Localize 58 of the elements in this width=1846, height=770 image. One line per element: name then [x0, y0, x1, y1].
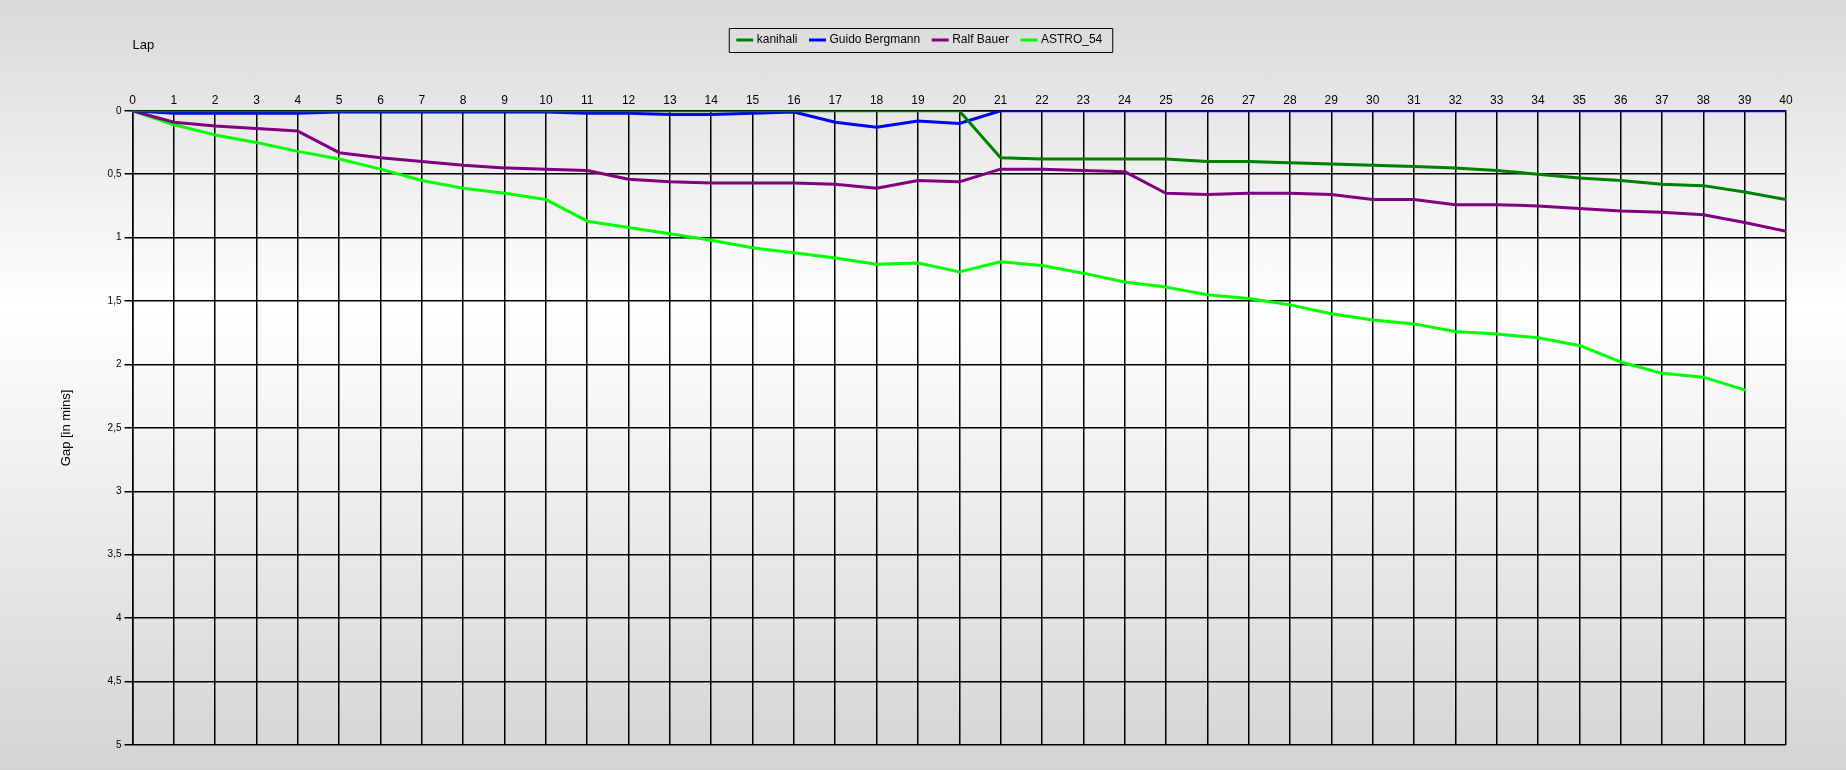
x-tick-label: 27 — [1241, 92, 1256, 107]
x-tick-label: 26 — [1200, 92, 1215, 107]
y-tick-label: 0 — [115, 104, 122, 116]
x-tick-label: 7 — [418, 92, 426, 107]
y-tick-label: 1,5 — [107, 294, 122, 306]
y-tick-label: 4 — [115, 611, 122, 623]
x-tick-label: 5 — [335, 92, 343, 107]
y-tick-label: 2,5 — [107, 421, 122, 433]
x-tick-label: 4 — [294, 92, 302, 107]
x-tick-label: 8 — [459, 92, 467, 107]
legend-label: ASTRO_54 — [1040, 32, 1103, 47]
x-tick-label: 20 — [952, 92, 967, 107]
x-tick-label: 19 — [911, 92, 925, 107]
x-tick-label: 22 — [1035, 92, 1049, 107]
y-tick-label: 1 — [115, 231, 122, 243]
y-tick-label: 3,5 — [107, 548, 122, 560]
legend-label: Guido Bergmann — [829, 32, 921, 47]
y-tick-label: 5 — [115, 738, 122, 750]
x-tick-label: 23 — [1076, 92, 1091, 107]
x-tick-label: 9 — [501, 92, 509, 107]
x-tick-label: 21 — [993, 92, 1008, 107]
x-tick-label: 10 — [539, 92, 553, 107]
x-tick-label: 29 — [1324, 92, 1339, 107]
x-tick-label: 18 — [869, 92, 884, 107]
x-tick-label: 32 — [1448, 92, 1463, 107]
x-tick-label: 28 — [1283, 92, 1297, 107]
x-tick-label: 34 — [1531, 92, 1545, 107]
x-tick-label: 31 — [1407, 92, 1421, 107]
x-tick-label: 36 — [1613, 92, 1628, 107]
x-tick-label: 0 — [129, 92, 137, 107]
x-tick-label: 33 — [1489, 92, 1504, 107]
x-tick-label: 3 — [253, 92, 261, 107]
x-tick-label: 37 — [1655, 92, 1669, 107]
x-tick-label: 2 — [211, 92, 219, 107]
y-tick-label: 3 — [115, 485, 122, 497]
legend-label: Ralf Bauer — [952, 32, 1009, 47]
x-tick-label: 39 — [1737, 92, 1752, 107]
x-tick-label: 14 — [704, 92, 719, 107]
y-tick-label: 2 — [115, 358, 122, 370]
x-tick-label: 11 — [580, 92, 594, 107]
x-axis-title: Lap — [132, 37, 155, 53]
x-tick-label: 24 — [1117, 92, 1132, 107]
x-tick-label: 16 — [787, 92, 801, 107]
x-tick-label: 30 — [1365, 92, 1380, 107]
x-tick-label: 35 — [1572, 92, 1587, 107]
y-tick-label: 4,5 — [107, 675, 122, 687]
legend-label: kanihali — [756, 32, 798, 47]
x-tick-label: 38 — [1696, 92, 1711, 107]
y-axis-title: Gap [in mins] — [58, 389, 74, 467]
x-tick-label: 25 — [1159, 92, 1173, 107]
y-tick-label: 0,5 — [107, 167, 122, 179]
x-tick-label: 17 — [828, 92, 843, 107]
x-tick-label: 1 — [170, 92, 178, 107]
x-tick-label: 40 — [1779, 92, 1793, 107]
x-tick-label: 6 — [377, 92, 385, 107]
x-tick-label: 12 — [621, 92, 636, 107]
x-tick-label: 13 — [663, 92, 677, 107]
x-tick-label: 15 — [745, 92, 760, 107]
